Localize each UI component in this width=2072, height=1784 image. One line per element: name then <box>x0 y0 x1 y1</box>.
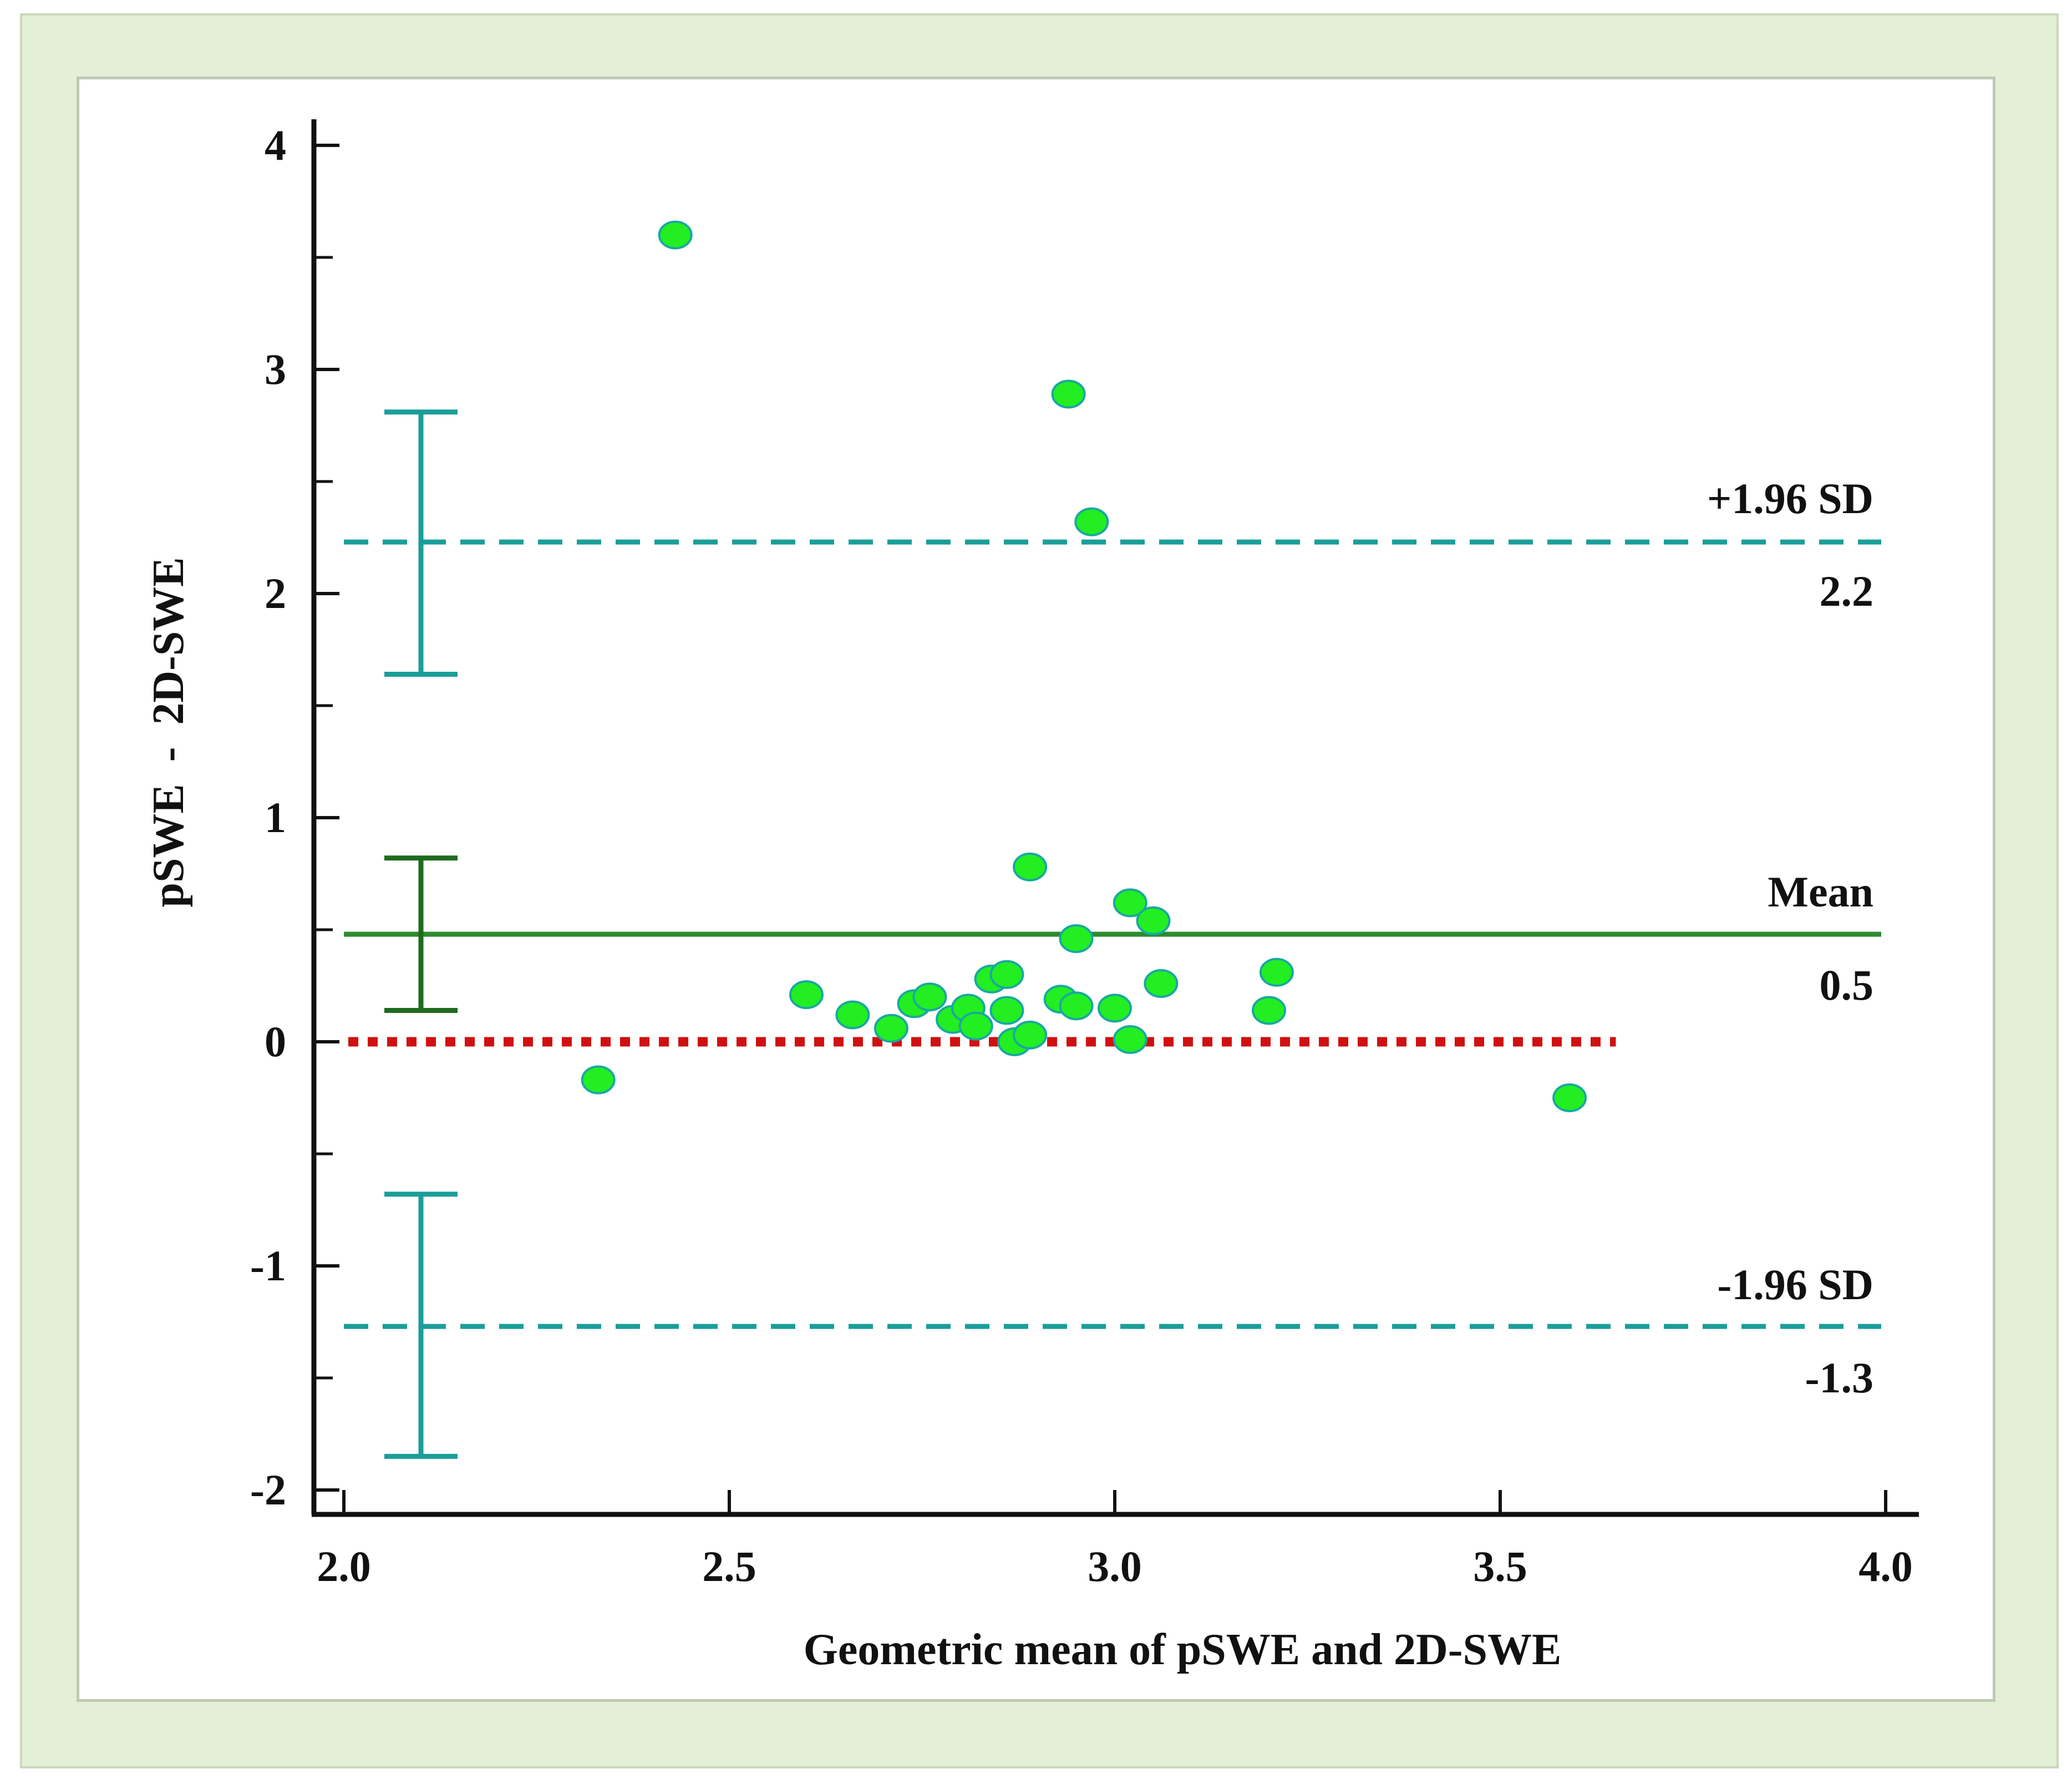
y-tick-label: 3 <box>265 345 286 393</box>
data-point <box>1113 888 1147 918</box>
data-point <box>989 996 1024 1025</box>
data-point <box>1552 1083 1587 1112</box>
data-point <box>1144 969 1179 998</box>
data-points-layer <box>581 220 1587 1112</box>
data-point <box>1136 906 1171 935</box>
axes-layer: 4 3 2 1 0 -1 -2 2.0 2.5 3.0 3.5 4.0 <box>250 119 1919 1590</box>
y-tick-label: -1 <box>250 1241 286 1290</box>
lower-limit-value: -1.3 <box>1805 1354 1873 1402</box>
y-tick-label: 4 <box>265 121 286 169</box>
data-point <box>1113 1025 1147 1054</box>
data-point <box>1259 957 1294 987</box>
x-tick-label: 2.5 <box>702 1542 756 1590</box>
lower-limit-ci <box>384 1192 458 1459</box>
reference-lines-layer <box>344 539 1881 1329</box>
data-point <box>1059 991 1094 1021</box>
data-point <box>958 1011 993 1041</box>
data-point <box>1059 924 1094 954</box>
data-point <box>1074 507 1109 536</box>
data-point <box>658 220 693 250</box>
upper-limit-label: +1.96 SD <box>1707 474 1873 523</box>
x-tick-label: 3.5 <box>1473 1542 1527 1590</box>
y-tick-label: -2 <box>250 1466 286 1514</box>
data-point <box>989 960 1024 989</box>
y-tick-label: 0 <box>265 1017 286 1066</box>
data-point <box>912 982 947 1012</box>
upper-limit-value: 2.2 <box>1820 567 1874 615</box>
mean-label: Mean <box>1768 868 1873 916</box>
x-tick-label: 2.0 <box>317 1542 371 1590</box>
y-tick-label: 2 <box>265 569 286 617</box>
data-point <box>1098 994 1132 1023</box>
upper-limit-ci <box>384 409 458 677</box>
x-tick-label: 4.0 <box>1858 1542 1913 1590</box>
data-point <box>1013 852 1048 881</box>
data-point <box>1013 1020 1048 1050</box>
data-point <box>1051 379 1086 409</box>
data-point <box>789 980 824 1010</box>
mean-ci <box>384 855 458 1013</box>
chart-panel <box>77 77 1995 1702</box>
x-axis-title: Geometric mean of pSWE and 2D-SWE <box>804 1625 1562 1674</box>
x-tick-label: 3.0 <box>1088 1542 1142 1590</box>
mean-value: 0.5 <box>1820 961 1874 1009</box>
y-tick-label: 1 <box>265 793 286 842</box>
confidence-intervals-layer <box>384 409 458 1459</box>
data-point <box>1252 996 1286 1025</box>
data-point <box>874 1013 908 1043</box>
y-axis-title: pSWE - 2D-SWE <box>144 557 193 907</box>
lower-limit-label: -1.96 SD <box>1717 1260 1873 1309</box>
data-point <box>581 1065 616 1094</box>
data-point <box>835 1000 870 1030</box>
